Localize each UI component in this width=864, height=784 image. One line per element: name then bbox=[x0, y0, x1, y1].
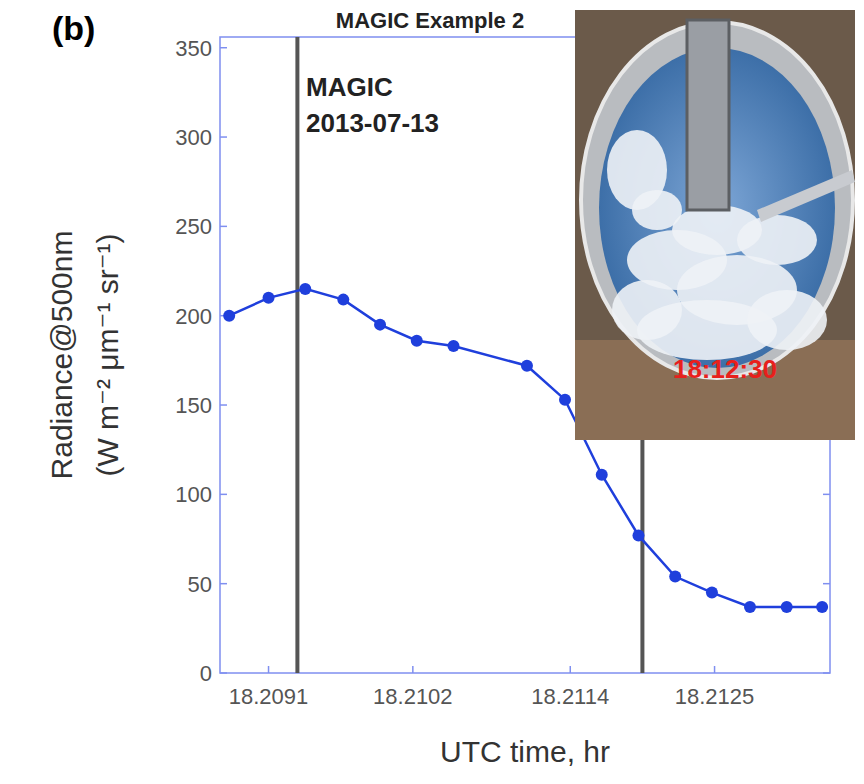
y-axis-title: (W m⁻² μm⁻¹ sr⁻¹) bbox=[91, 233, 124, 476]
marker-line bbox=[295, 37, 299, 673]
inset-label: 18:12:30 bbox=[673, 354, 777, 384]
y-tick bbox=[220, 404, 227, 406]
y-tick-label: 300 bbox=[175, 125, 212, 150]
data-point bbox=[781, 601, 793, 613]
y-tick bbox=[220, 226, 227, 228]
y-tick bbox=[220, 494, 227, 496]
x-tick bbox=[570, 666, 572, 673]
y-tick-label: 150 bbox=[175, 393, 212, 418]
data-point bbox=[596, 469, 608, 481]
data-point bbox=[816, 601, 828, 613]
y-tick-label: 0 bbox=[200, 661, 212, 686]
x-tick bbox=[412, 666, 414, 673]
y-tick bbox=[220, 136, 227, 138]
chart: 0 50 100 150 200 250 300 350 18.2091 18.2102 18.21… bbox=[0, 0, 864, 784]
photo-arm bbox=[687, 20, 729, 210]
x-tick-label: 18.2114 bbox=[531, 684, 609, 709]
data-point bbox=[411, 335, 423, 347]
photo-deck bbox=[575, 340, 855, 440]
data-point bbox=[223, 310, 235, 322]
data-point bbox=[299, 283, 311, 295]
x-axis-title: UTC time, hr bbox=[440, 735, 610, 768]
y-tick-label: 250 bbox=[175, 214, 212, 239]
data-point bbox=[448, 340, 460, 352]
data-point bbox=[559, 394, 571, 406]
annotation: MAGIC bbox=[306, 72, 393, 102]
y-tick-label: 350 bbox=[175, 36, 212, 61]
y-tick-label: 200 bbox=[175, 304, 212, 329]
photo-background bbox=[575, 10, 855, 440]
data-point bbox=[744, 601, 756, 613]
x-tick-label: 18.2102 bbox=[373, 684, 453, 709]
data-point bbox=[263, 292, 275, 304]
y-axis-title: Radiance@500nm bbox=[45, 231, 78, 480]
y-tick bbox=[220, 47, 227, 49]
y-tick bbox=[823, 672, 830, 674]
series-line bbox=[229, 289, 822, 607]
data-point bbox=[337, 294, 349, 306]
photo-cloud bbox=[632, 190, 682, 230]
data-point bbox=[669, 571, 681, 583]
y-tick bbox=[823, 494, 830, 496]
panel-letter: (b) bbox=[52, 9, 95, 47]
title: MAGIC Example 2 bbox=[336, 8, 524, 33]
y-tick-label: 100 bbox=[175, 482, 212, 507]
photo-cloud bbox=[747, 290, 827, 350]
annotation: 2013-07-13 bbox=[306, 108, 439, 138]
data-point bbox=[706, 587, 718, 599]
photo-bar bbox=[757, 170, 855, 222]
x-tick-label: 18.2125 bbox=[675, 684, 755, 709]
x-tick bbox=[268, 666, 270, 673]
data-point bbox=[374, 319, 386, 331]
photo-cloud bbox=[672, 205, 762, 255]
y-tick bbox=[220, 672, 227, 674]
x-tick-label: 18.2091 bbox=[229, 684, 309, 709]
data-point bbox=[521, 360, 533, 372]
data-point bbox=[632, 529, 644, 541]
y-tick-label: 50 bbox=[188, 572, 212, 597]
y-tick bbox=[220, 583, 227, 585]
y-tick bbox=[823, 583, 830, 585]
x-tick bbox=[714, 666, 716, 673]
inset-photo: 18:12:30 bbox=[575, 10, 855, 440]
